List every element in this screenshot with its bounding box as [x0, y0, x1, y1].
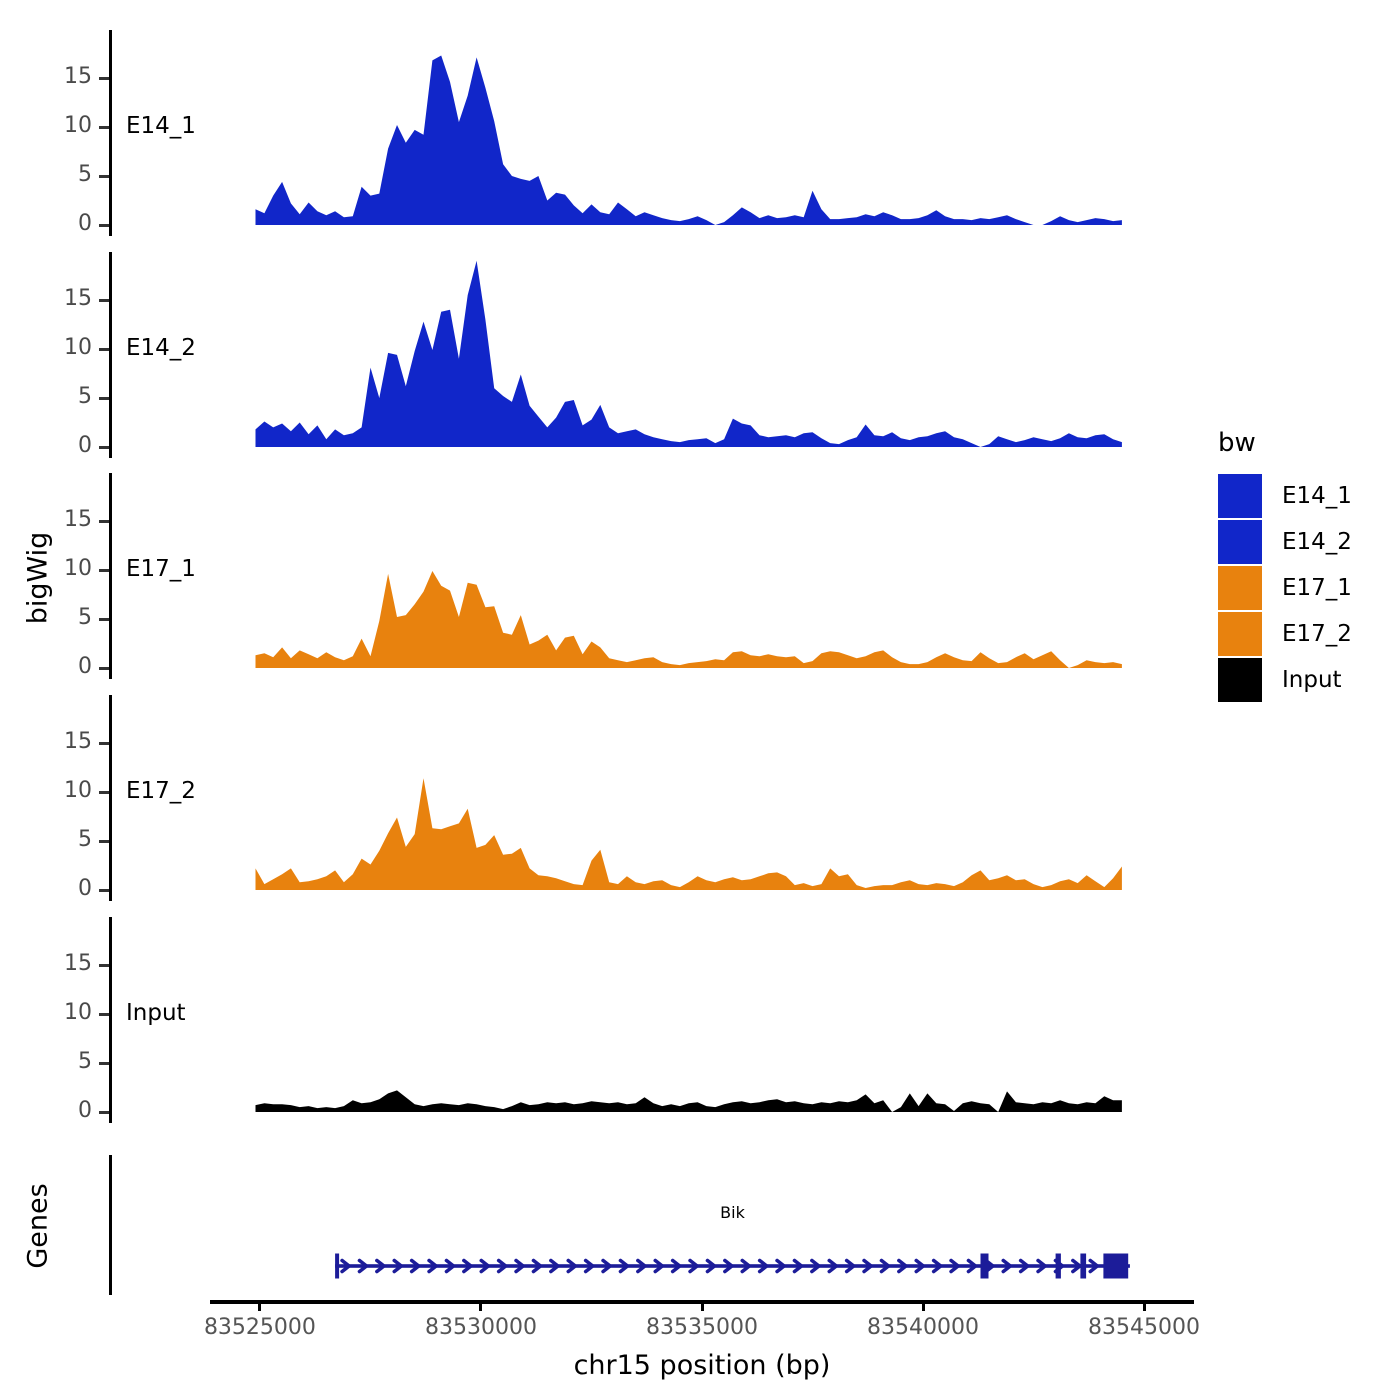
y-axis-line: [109, 695, 112, 901]
legend-swatch-icon: [1218, 566, 1262, 610]
y-tick-label: 5: [78, 162, 92, 187]
y-tick-label: 5: [78, 1049, 92, 1074]
track-panel-e17-2: E17_2 15 10 5 0: [64, 695, 1194, 901]
legend-entry: E14_2: [1218, 520, 1352, 564]
gene-name-label: Bik: [720, 1203, 745, 1222]
y-tick-mark: [99, 568, 109, 572]
track-panel-e17-1: E17_1 15 10 5 0: [64, 473, 1194, 679]
legend-entry-label: E17_2: [1282, 621, 1352, 647]
y-tick-mark: [99, 617, 109, 621]
x-axis-title: chr15 position (bp): [573, 1350, 831, 1381]
y-tick-mark: [99, 963, 109, 967]
y-tick-label: 5: [78, 384, 92, 409]
y-tick-mark: [99, 223, 109, 227]
x-tick-label: 83535000: [646, 1315, 758, 1340]
legend-swatch-icon: [1218, 474, 1262, 518]
y-tick-label: 10: [64, 1000, 92, 1025]
x-tick-mark: [1142, 1300, 1146, 1311]
legend-swatch-icon: [1218, 612, 1262, 656]
y-tick-mark: [99, 396, 109, 400]
x-tick-label: 83525000: [203, 1315, 316, 1340]
y-tick-label: 5: [78, 827, 92, 852]
legend-entry-label: E14_2: [1282, 529, 1352, 555]
legend-items: E14_1 E14_2 E17_1 E17_2 Input: [1218, 474, 1352, 702]
y-tick-label: 15: [64, 729, 92, 754]
y-axis-line: [109, 1155, 112, 1295]
y-tick-label: 0: [78, 211, 92, 236]
y-tick-mark: [99, 445, 109, 449]
y-tick-label: 0: [78, 654, 92, 679]
y-tick-label: 10: [64, 113, 92, 138]
legend-entry-label: Input: [1282, 667, 1342, 693]
x-tick-label: 83540000: [867, 1315, 979, 1340]
y-axis-line: [109, 917, 112, 1123]
y-tick-label: 10: [64, 556, 92, 581]
y-tick-label: 15: [64, 951, 92, 976]
y-tick-mark: [99, 174, 109, 178]
y-tick-label: 10: [64, 778, 92, 803]
x-tick-mark: [479, 1300, 483, 1311]
y-tick-mark: [99, 125, 109, 129]
gene-model-bik: [335, 1253, 1130, 1279]
facet-label-e14-2: E14_2: [126, 335, 196, 361]
y-tick-mark: [99, 839, 109, 843]
facet-label-e17-2: E17_2: [126, 778, 196, 804]
y-tick-mark: [99, 1012, 109, 1016]
track-panel-e14-2: E14_2 15 10 5 0: [64, 252, 1194, 458]
y-tick-label: 0: [78, 876, 92, 901]
x-tick-label: 83545000: [1088, 1315, 1201, 1340]
y-tick-mark: [99, 76, 109, 80]
legend-entry: E17_1: [1218, 566, 1352, 610]
x-tick-label: 83530000: [424, 1315, 537, 1340]
y-tick-mark: [99, 888, 109, 892]
y-tick-label: 10: [64, 335, 92, 360]
coverage-area-e17-1: [255, 571, 1122, 668]
coverage-area-e14-2: [255, 260, 1122, 447]
y-tick-label: 15: [64, 286, 92, 311]
facet-label-e14-1: E14_1: [126, 113, 196, 139]
y-tick-label: 0: [78, 1098, 92, 1123]
facet-label-input: Input: [126, 1000, 186, 1026]
legend-entry: Input: [1218, 658, 1352, 702]
y-tick-label: 15: [64, 64, 92, 89]
y-tick-mark: [99, 666, 109, 670]
legend-entry: E17_2: [1218, 612, 1352, 656]
legend-entry-label: E17_1: [1282, 575, 1352, 601]
y-tick-mark: [99, 1061, 109, 1065]
y-tick-mark: [99, 519, 109, 523]
track-panel-input: Input 15 10 5 0: [64, 917, 1194, 1123]
y-tick-mark: [99, 790, 109, 794]
legend-entry: E14_1: [1218, 474, 1352, 518]
y-tick-mark: [99, 347, 109, 351]
y-tick-mark: [99, 298, 109, 302]
coverage-area-e17-2: [255, 778, 1122, 890]
legend: bw E14_1 E14_2 E17_1 E17_2 Input: [1218, 428, 1352, 704]
y-tick-label: 5: [78, 605, 92, 630]
track-panel-e14-1: E14_1 15 10 5 0: [64, 30, 1194, 236]
y-axis-line: [109, 473, 112, 679]
y-tick-label: 0: [78, 433, 92, 458]
y-axis-line: [109, 30, 112, 236]
legend-entry-label: E14_1: [1282, 483, 1352, 509]
y-axis-line: [109, 252, 112, 458]
y-tick-mark: [99, 1110, 109, 1114]
x-tick-mark: [258, 1300, 262, 1311]
legend-title: bw: [1218, 428, 1256, 458]
legend-swatch-icon: [1218, 520, 1262, 564]
coverage-area-input: [255, 1090, 1122, 1112]
y-tick-mark: [99, 741, 109, 745]
y-axis-title-genes: Genes: [22, 1183, 54, 1269]
coverage-area-e14-1: [255, 55, 1122, 225]
x-tick-mark: [700, 1300, 704, 1311]
gene-track-panel: Bik: [109, 1155, 1194, 1295]
x-tick-mark: [921, 1300, 925, 1311]
y-tick-label: 15: [64, 507, 92, 532]
facet-label-e17-1: E17_1: [126, 556, 196, 582]
legend-swatch-icon: [1218, 658, 1262, 702]
x-axis: chr15 position (bp) 83525000 83530000 8353…: [110, 1300, 1200, 1400]
